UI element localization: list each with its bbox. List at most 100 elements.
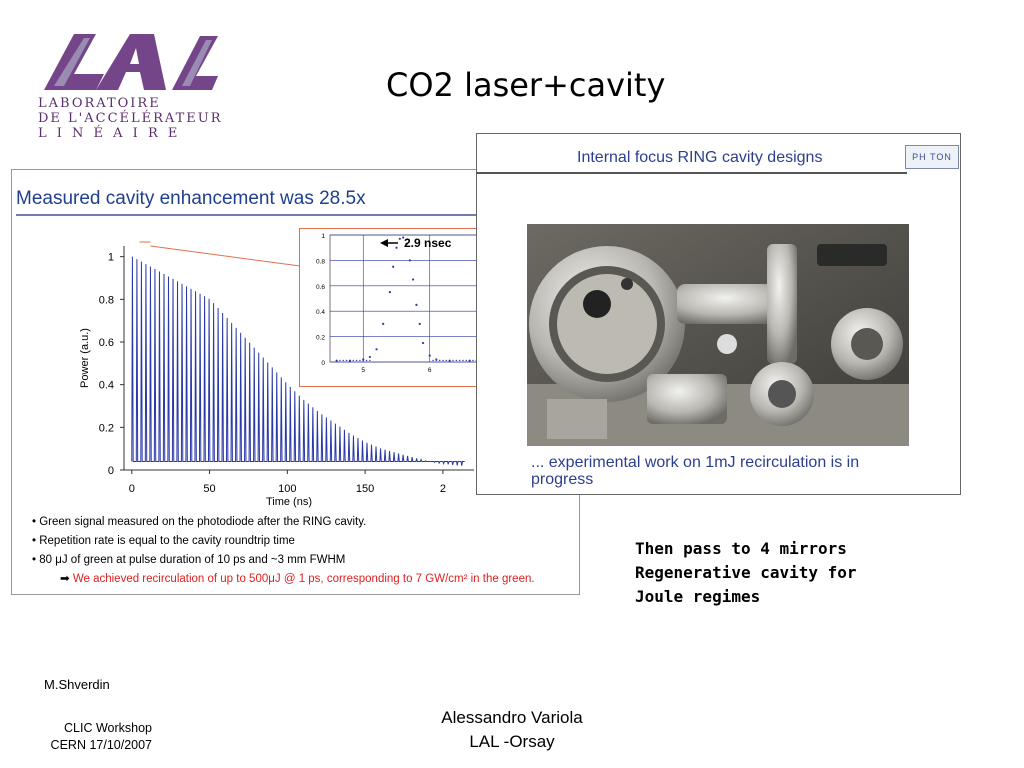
x-tick-label: 2 — [440, 483, 446, 495]
inset-data-point — [405, 242, 408, 245]
finding-text: 80 μJ of green at pulse duration of 10 p… — [39, 554, 346, 566]
y-tick-label: 0.6 — [99, 337, 114, 349]
inset-baseline-point — [355, 359, 358, 362]
y-tick-label: 0.4 — [99, 380, 114, 392]
inset-data-point — [375, 348, 378, 351]
power-trace — [131, 256, 465, 466]
inset-y-tick-label: 0 — [321, 360, 325, 367]
main-chart-axes — [120, 246, 474, 474]
inset-baseline-point — [365, 359, 368, 362]
inset-data-point — [392, 265, 395, 268]
inset-data-point — [418, 322, 421, 325]
y-tick-label: 0 — [108, 465, 114, 477]
inset-data-point — [368, 355, 371, 359]
finding-item: • Green signal measured on the photodiod… — [32, 516, 367, 528]
inset-baseline-point — [432, 359, 434, 362]
inset-data-point — [388, 291, 391, 294]
x-tick-label: 100 — [278, 483, 296, 495]
note-line: Joule regimes — [635, 587, 761, 606]
inset-data-point — [362, 358, 365, 361]
inset-data-point — [435, 358, 438, 361]
inset-baseline-point — [335, 359, 338, 362]
inset-y-tick-label: 0.8 — [316, 258, 325, 265]
note-line: Regenerative cavity for — [635, 563, 857, 582]
event-date: CERN 17/10/2007 — [50, 738, 152, 752]
inset-x-tick-label: 5 — [361, 367, 365, 374]
inset-x-tick-label: 6 — [428, 367, 432, 374]
pulse-width-annotation: 2.9 nsec — [404, 236, 452, 250]
inset-baseline-point — [369, 359, 371, 362]
inset-baseline-point — [345, 359, 348, 362]
finding-item: • 80 μJ of green at pulse duration of 10… — [32, 554, 346, 566]
panel-footer: ... experimental work on 1mJ recirculati… — [531, 454, 860, 488]
ring-cavity-photo — [527, 224, 909, 446]
logo-line-1: LABORATOIRE — [38, 96, 161, 111]
highlight-text: We achieved recirculation of up to 500μJ… — [72, 573, 535, 585]
inset-baseline-point — [439, 359, 441, 362]
highlight-item: ➡ We achieved recirculation of up to 500… — [32, 573, 535, 585]
inset-data-point — [412, 278, 415, 281]
inset-data-point — [402, 236, 405, 239]
inset-baseline-point — [455, 359, 458, 362]
x-axis-label: Time (ns) — [266, 496, 312, 508]
inset-data-point — [415, 303, 418, 306]
y-tick-label: 0.8 — [99, 294, 114, 306]
presenter-affiliation: LAL -Orsay — [469, 732, 555, 751]
main-chart-series — [131, 241, 465, 466]
slide-notes: Then pass to 4 mirrors Regenerative cavi… — [635, 537, 857, 609]
panel-heading: Measured cavity enhancement was 28.5x — [16, 188, 366, 209]
panel-heading: Internal focus RING cavity designs — [577, 149, 823, 166]
logo-line-3: L I N É A I R E — [38, 126, 181, 141]
inset-baseline-point — [359, 359, 361, 362]
inset-baseline-point — [435, 359, 438, 362]
y-tick-label: 1 — [108, 252, 114, 264]
inset-baseline-point — [448, 359, 451, 362]
inset-y-tick-label: 0.4 — [316, 309, 325, 316]
finding-text: Repetition rate is equal to the cavity r… — [39, 535, 295, 547]
lal-logo: LABORATOIRE DE L'ACCÉLÉRATEUR L I N É A … — [34, 28, 223, 141]
event-name: CLIC Workshop — [64, 721, 152, 735]
inset-baseline-point — [362, 359, 364, 362]
x-tick-label: 50 — [203, 483, 215, 495]
x-tick-label: 0 — [129, 483, 135, 495]
inset-baseline-point — [468, 359, 471, 362]
annotation-arrowhead — [380, 239, 388, 247]
inset-baseline-point — [339, 359, 341, 362]
inset-y-tick-label: 0.2 — [316, 335, 325, 342]
lal-logo-mark — [44, 34, 218, 90]
inset-y-tick-label: 1 — [321, 233, 325, 240]
inset-baseline-point — [462, 359, 464, 362]
inset-data-point — [398, 237, 401, 240]
heading-rule — [16, 214, 574, 216]
inset-baseline-point — [352, 359, 354, 362]
finding-text: Green signal measured on the photodiode … — [39, 516, 367, 528]
x-tick-label: 150 — [356, 483, 374, 495]
photon-logo: PH TON — [905, 145, 959, 169]
logo-line-2: DE L'ACCÉLÉRATEUR — [38, 111, 223, 126]
inset-connector — [150, 245, 301, 267]
inset-baseline-point — [452, 359, 454, 362]
y-axis-label: Power (a.u.) — [79, 328, 91, 388]
footer-presenter: Alessandro Variola LAL -Orsay — [412, 706, 612, 754]
inset-baseline-point — [465, 359, 467, 362]
slide-title: CO2 laser+cavity — [386, 66, 666, 104]
ring-cavity-panel: Internal focus RING cavity designs PH TO… — [476, 133, 961, 495]
note-line: Then pass to 4 mirrors — [635, 539, 847, 558]
inset-baseline-point — [442, 359, 444, 362]
inset-baseline-point — [445, 359, 448, 362]
inset-data-point — [428, 354, 431, 357]
inset-data-point — [382, 322, 385, 325]
y-tick-label: 0.2 — [99, 422, 114, 434]
inset-baseline-point — [349, 359, 351, 362]
finding-item: • Repetition rate is equal to the cavity… — [32, 535, 295, 547]
arrow-icon: ➡ — [60, 573, 70, 585]
inset-data-point — [408, 259, 411, 262]
inset-baseline-point — [342, 359, 344, 362]
inset-y-tick-label: 0.6 — [316, 284, 325, 291]
footer-event: CLIC Workshop CERN 17/10/2007 — [30, 720, 152, 754]
inset-data-point — [421, 341, 425, 345]
inset-baseline-point — [472, 359, 474, 362]
inset-data-point — [395, 246, 398, 249]
